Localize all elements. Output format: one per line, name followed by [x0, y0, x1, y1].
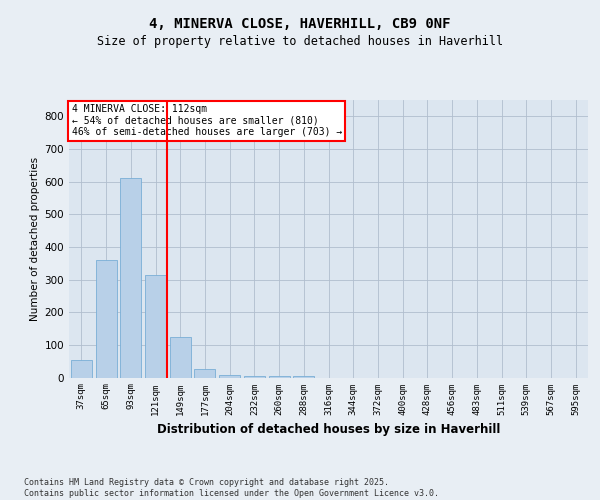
Bar — [145, 274, 166, 378]
Text: 4, MINERVA CLOSE, HAVERHILL, CB9 0NF: 4, MINERVA CLOSE, HAVERHILL, CB9 0NF — [149, 18, 451, 32]
Text: Size of property relative to detached houses in Haverhill: Size of property relative to detached ho… — [97, 35, 503, 48]
Bar — [293, 376, 314, 378]
Bar — [71, 360, 92, 378]
X-axis label: Distribution of detached houses by size in Haverhill: Distribution of detached houses by size … — [157, 423, 500, 436]
Bar — [269, 376, 290, 378]
Bar — [170, 336, 191, 378]
Text: Contains HM Land Registry data © Crown copyright and database right 2025.
Contai: Contains HM Land Registry data © Crown c… — [24, 478, 439, 498]
Bar — [95, 260, 116, 378]
Bar — [244, 376, 265, 378]
Text: 4 MINERVA CLOSE: 112sqm
← 54% of detached houses are smaller (810)
46% of semi-d: 4 MINERVA CLOSE: 112sqm ← 54% of detache… — [71, 104, 342, 138]
Bar — [194, 370, 215, 378]
Bar — [219, 375, 240, 378]
Y-axis label: Number of detached properties: Number of detached properties — [31, 156, 40, 321]
Bar — [120, 178, 141, 378]
